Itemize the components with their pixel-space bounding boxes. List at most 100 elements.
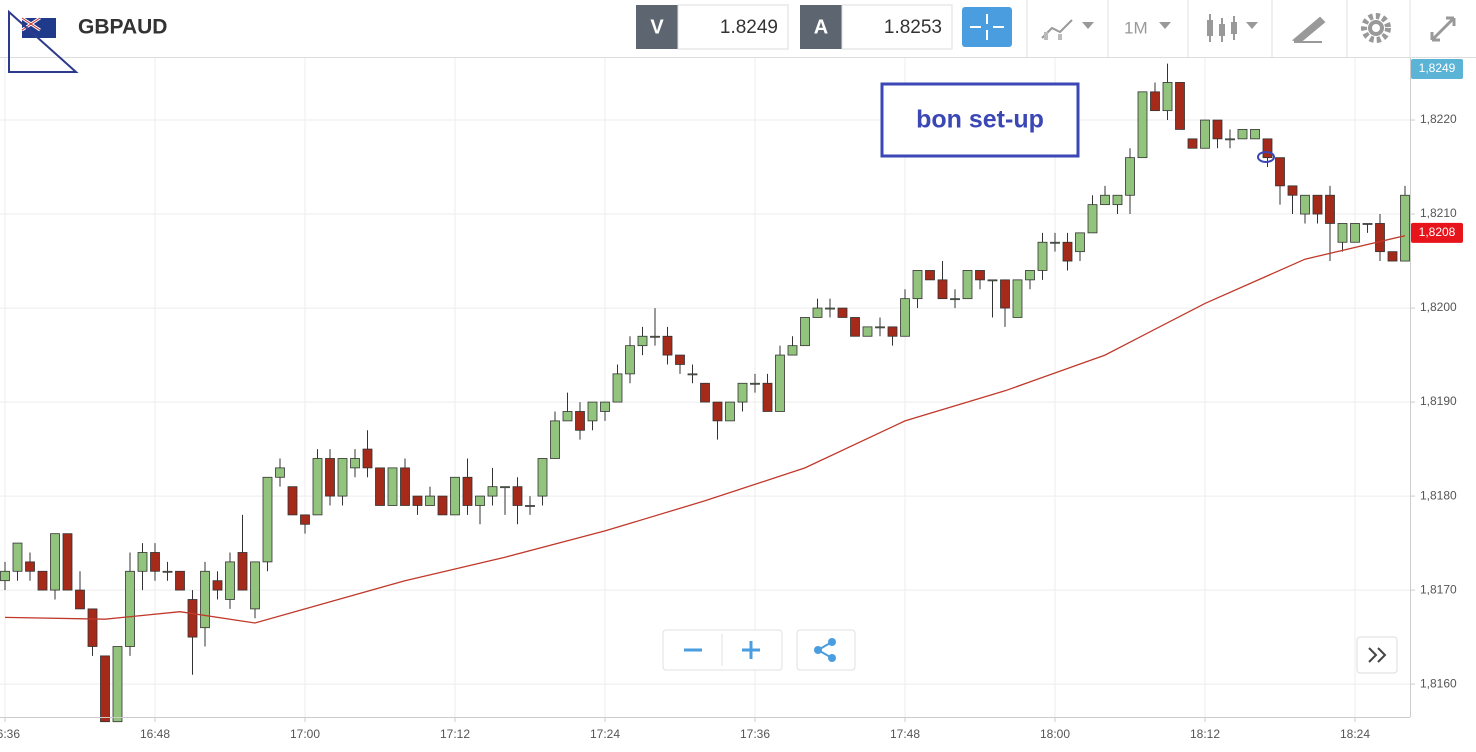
candle-body [1212,119,1223,140]
y-tick-label: 1,8160 [1420,676,1457,690]
candle-body [625,345,635,375]
candle-body [437,495,448,516]
timeframe-caret [1159,22,1171,29]
candle-body [862,326,873,337]
candle-body [325,458,335,497]
symbol[interactable]: GBPAUD [78,16,167,39]
candle-body [962,270,973,300]
x-tick-label: 18:00 [1040,727,1070,741]
candle-body [562,411,573,422]
x-tick-label: 17:48 [890,727,920,741]
scroll-right-button[interactable] [1356,636,1398,674]
candle-body [612,373,623,403]
candle-body [412,495,423,506]
setup-marker [1257,151,1275,163]
candle-body [1012,279,1023,318]
candle-body [475,495,485,506]
candle-body [1337,223,1348,243]
candle-body [1175,82,1185,130]
candle-style-button[interactable] [1207,14,1258,42]
candle-body [1312,194,1323,215]
candle-body [712,401,723,422]
fullscreen-button[interactable] [1430,16,1456,42]
corner-triangle [8,9,79,73]
candle-body [300,514,310,525]
bid-label-box[interactable] [636,5,678,49]
x-tick-label: 17:12 [440,727,470,741]
bid-price[interactable]: 1.8249 [720,17,778,38]
candle-body [825,307,835,310]
candle-body [600,401,610,412]
candle-body [1375,223,1385,253]
candle-body [1075,232,1085,253]
x-tick-label: 17:24 [590,727,620,741]
last-price-badge [1411,59,1463,79]
candle-body [550,420,560,459]
candle-body [687,373,698,376]
candle-body [1162,82,1173,112]
candle-body [662,335,673,356]
ask-box[interactable] [841,4,953,50]
candle-body [800,317,810,347]
ask-price[interactable]: 1.8253 [884,17,942,38]
candle-body [725,401,735,422]
candle-body [850,317,860,337]
zoom-controls [662,629,783,671]
plot [0,63,1410,723]
share-button[interactable] [796,629,856,671]
bid-label[interactable]: V [650,16,664,38]
candle-body [1225,138,1235,141]
candle-body [1262,138,1273,159]
candle-body [750,382,760,385]
y-tick-label: 1,8200 [1420,300,1457,314]
candle-body [675,354,685,365]
candle-body [837,307,848,318]
candle-body [362,448,373,469]
bid-box[interactable] [677,4,789,50]
candle-body [575,411,585,431]
candle-body [812,307,823,318]
candle-body [1350,223,1360,243]
candle-body [1187,138,1198,149]
candle-body [112,646,123,723]
candle-body [225,561,235,600]
candle-body [1325,194,1335,224]
ma-badge [1411,222,1463,243]
y-tick-label: 1,8180 [1420,488,1457,502]
candle-body [200,570,210,629]
annotation-box [880,82,1080,158]
chart-type-button[interactable] [1041,19,1094,40]
candle-body [375,467,385,506]
ask-label[interactable]: A [814,16,828,38]
candle-body [212,580,223,591]
candle-body [1250,129,1260,140]
moving-average [4,235,1406,624]
candle-body [650,335,660,338]
ask-label-box[interactable] [800,5,842,49]
candle-body [525,505,535,507]
axes: 1,8160 1,8170 1,8180 1,8190 1,8200 1,8210 1,82… [0,59,1463,741]
candle-body [925,270,935,281]
candle-body [125,570,135,647]
candle-body [487,486,498,497]
candle-body [400,467,410,506]
timeframe[interactable]: 1M [1124,18,1148,37]
x-tick-label: 16:36 [0,727,20,741]
zoom-in-button[interactable] [742,641,760,659]
candle-body [975,270,985,281]
candle-body [12,542,23,572]
settings-button[interactable] [1361,13,1391,43]
candle-body [787,345,798,356]
draw-tool-button[interactable] [1291,16,1326,44]
y-tick-label: 1,8210 [1420,206,1457,220]
candle-body [1362,223,1373,225]
candle-body [25,561,35,572]
x-tick-label: 17:36 [740,727,770,741]
candle-body [875,326,885,329]
crosshair-button[interactable] [962,7,1012,47]
candle-body [0,570,10,582]
candle-body [700,382,710,403]
y-tick-label: 1,8190 [1420,394,1457,408]
candle-body [1150,91,1160,112]
